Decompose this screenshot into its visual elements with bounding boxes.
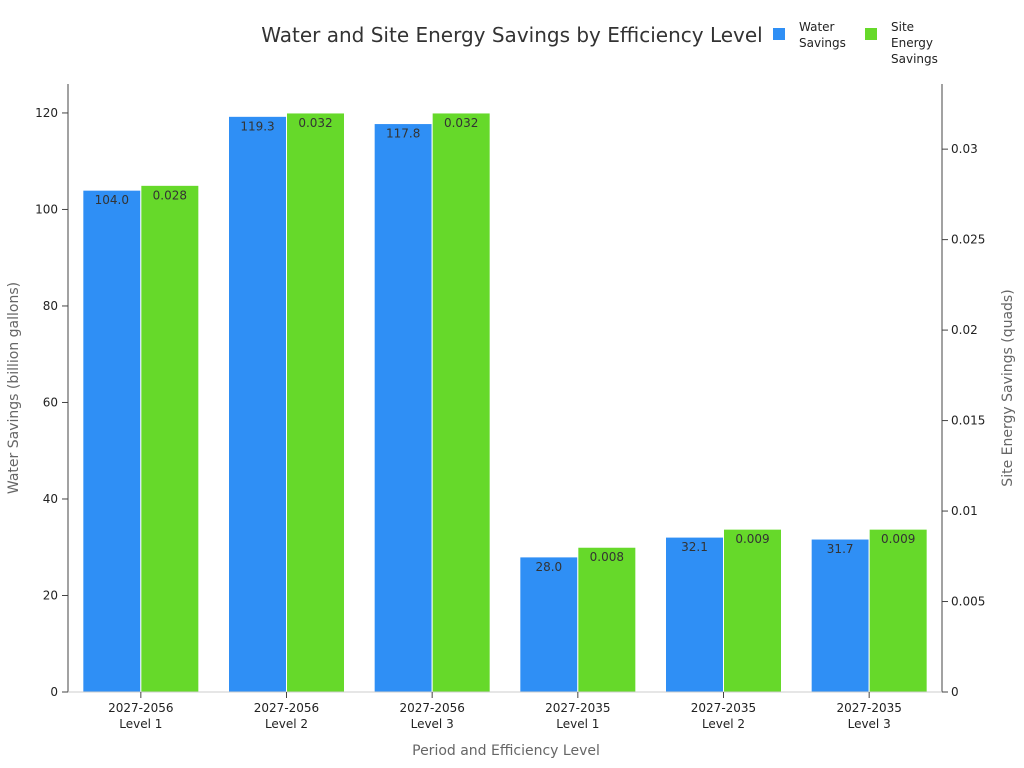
legend-entry-line: Savings [799,36,846,50]
y-tick-left-label: 120 [35,106,58,120]
legend-entry: Water Savings [799,20,846,50]
bar-value-label: 32.1 [681,540,708,554]
y-tick-left-label: 40 [43,492,58,506]
x-tick-label: 2027-2056 Level 1 [108,701,173,731]
y-tick-left-label: 60 [43,395,58,409]
bar-value-label: 0.032 [444,116,478,130]
bar-value-label: 117.8 [386,127,420,141]
legend-entry-line: Site [891,20,914,34]
legend-entry: Site Energy Savings [891,20,938,66]
y-tick-left-label: 20 [43,588,58,602]
bar-water [82,189,142,693]
x-tick-label-line: 2027-2056 [254,701,319,715]
chart-title: Water and Site Energy Savings by Efficie… [261,23,762,47]
bar-value-label: 0.009 [881,532,915,546]
y-tick-left-label: 100 [35,202,58,216]
y-tick-right-label: 0 [951,685,959,699]
x-tick-label: 2027-2035 Level 3 [836,701,901,731]
bar-value-label: 0.009 [735,532,769,546]
x-tick-label-line: Level 2 [702,717,745,731]
bar-energy [286,112,345,693]
bar-value-label: 119.3 [240,119,274,133]
axes: 0 20 40 60 80 100 120 0 0.005 0.01 0.015 0.02 0.025 0… [35,84,985,731]
y-tick-right-label: 0.025 [951,233,985,247]
x-tick-label-line: 2027-2056 [399,701,464,715]
y-tick-right-label: 0.015 [951,414,985,428]
bar-energy [431,112,491,693]
y-axis-label-left: Water Savings (billion gallons) [6,282,22,494]
x-tick-label: 2027-2056 Level 2 [254,701,319,731]
y-tick-left-label: 80 [43,299,58,313]
x-tick-label-line: Level 3 [848,717,891,731]
bar-water [665,536,724,693]
x-tick-label-line: Level 1 [556,717,599,731]
legend-entry-line: Water [799,20,835,34]
x-tick-label-line: 2027-2035 [691,701,756,715]
bar-water [810,538,870,693]
y-tick-right-label: 0.02 [951,323,978,337]
legend-swatch [773,28,785,40]
y-tick-right-label: 0.01 [951,504,978,518]
bar-energy [577,546,637,693]
x-tick-label-line: Level 3 [411,717,454,731]
bar-value-label: 31.7 [827,542,854,556]
bar-energy [868,528,928,693]
bar-water [228,115,287,693]
bar-value-label: 28.0 [535,560,562,574]
x-axis-label: Period and Efficiency Level [412,743,600,759]
bar-value-label: 104.0 [95,193,129,207]
x-tick-label-line: 2027-2035 [545,701,610,715]
y-tick-right-label: 0.005 [951,595,985,609]
y-tick-left-label: 0 [50,685,58,699]
x-tick-label-line: 2027-2056 [108,701,173,715]
bar-energy [140,184,200,693]
legend-swatch [865,28,877,40]
legend-entry-line: Savings [891,52,938,66]
legend-entry-line: Energy [891,36,933,50]
x-tick-label: 2027-2035 Level 2 [691,701,756,731]
bar-value-label: 0.008 [590,550,624,564]
bar-value-label: 0.032 [298,116,332,130]
bar-energy [723,528,782,693]
bar-water [373,123,433,693]
bar-water [519,556,579,693]
legend: Water Savings Site Energy Savings [773,20,938,66]
x-tick-label-line: 2027-2035 [836,701,901,715]
bar-value-label: 0.028 [153,188,187,202]
x-tick-label: 2027-2056 Level 3 [399,701,464,731]
y-axis-label-right: Site Energy Savings (quads) [1000,289,1016,486]
bars: 104.0 0.028 119.3 0.032 117.8 0.032 28.0 0.008 3… [82,112,928,693]
y-tick-right-label: 0.03 [951,142,978,156]
x-tick-label-line: Level 1 [119,717,162,731]
x-tick-label: 2027-2035 Level 1 [545,701,610,731]
x-tick-label-line: Level 2 [265,717,308,731]
